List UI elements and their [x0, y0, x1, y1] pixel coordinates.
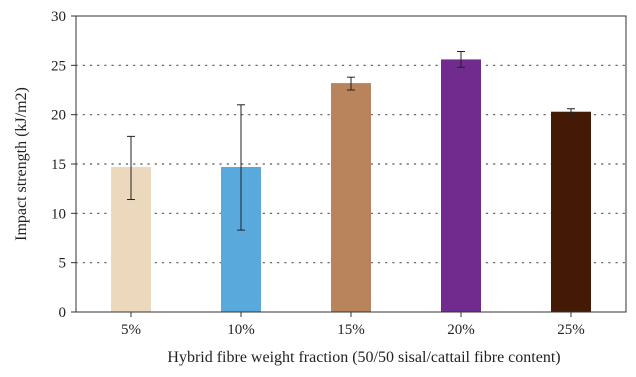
plot-frame [75, 15, 627, 313]
bar-20pct [441, 59, 481, 313]
x-tick-label: 5% [121, 322, 141, 338]
y-tick-label: 30 [51, 9, 66, 25]
x-tick-label: 15% [337, 322, 365, 338]
y-tick-label: 5 [59, 256, 67, 272]
error-bars [127, 51, 575, 231]
y-tick-label: 15 [51, 157, 66, 173]
axes [71, 15, 627, 317]
bars [111, 59, 591, 313]
y-tick-label: 10 [51, 206, 66, 222]
y-tick-labels: 0 5 10 15 20 25 30 [51, 9, 66, 321]
x-tick-labels: 5% 10% 15% 20% 25% [121, 322, 585, 338]
x-tick-label: 25% [557, 322, 585, 338]
x-tick-label: 20% [447, 322, 475, 338]
bar-15pct [331, 83, 371, 313]
y-tick-label: 25 [51, 58, 66, 74]
y-tick-label: 0 [59, 305, 67, 321]
x-axis-title: Hybrid fibre weight fraction (50/50 sisa… [167, 349, 560, 366]
bar-25pct [551, 111, 591, 312]
x-tick-label: 10% [227, 322, 255, 338]
y-tick-label: 20 [51, 108, 66, 124]
y-axis-title: Impact strength (kJ/m2) [13, 87, 30, 241]
